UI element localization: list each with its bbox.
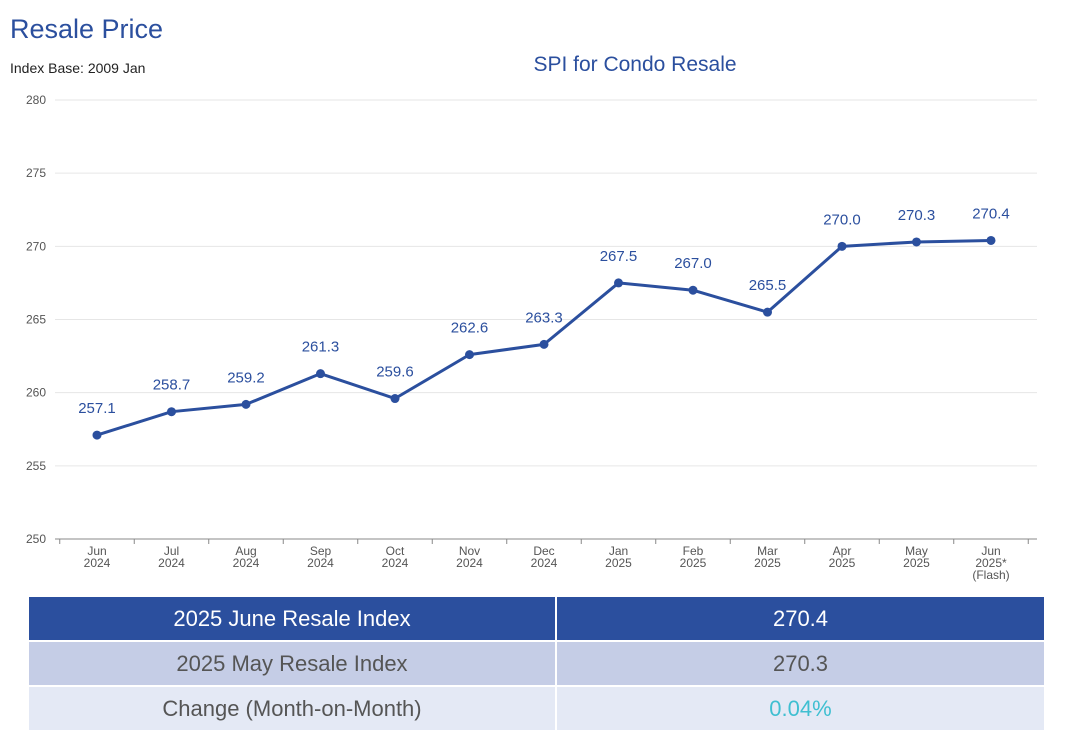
chart-title: SPI for Condo Resale: [533, 53, 737, 76]
x-tick-label: Apr 2025: [829, 544, 856, 570]
change-value: 0.04%: [555, 685, 1046, 732]
data-point: [465, 350, 474, 360]
june-index-label: 2025 June Resale Index: [27, 595, 557, 642]
y-tick-label-255: 255: [26, 459, 46, 473]
x-tick-label-line: Apr: [833, 544, 852, 558]
data-label: 263.3: [525, 309, 563, 326]
data-point: [688, 285, 698, 295]
x-tick-label: Mar 2025: [754, 544, 781, 570]
data-point: [912, 237, 921, 247]
table-row-june-index: 2025 June Resale Index 270.4: [27, 595, 1046, 642]
data-label: 270.0: [823, 211, 861, 228]
y-tick-label-270: 270: [26, 239, 46, 253]
data-label: 270.4: [972, 205, 1010, 222]
page-title: Resale Price: [10, 14, 164, 44]
data-point: [837, 241, 847, 251]
x-tick-label-line: 2024: [158, 556, 185, 570]
summary-table: 2025 June Resale Index 270.4 2025 May Re…: [27, 595, 1046, 732]
series-line-layer: [96, 238, 992, 437]
x-tick-label-line: Oct: [386, 544, 405, 558]
x-tick-label-line: 2025: [903, 556, 930, 570]
data-labels: 257.1 258.7 259.2 261.3 259.6 262.6 263.3 267.5…: [78, 205, 1010, 417]
table-row-change: Change (Month-on-Month) 0.04%: [27, 685, 1046, 732]
y-tick-label-280: 280: [26, 93, 46, 107]
x-tick-label-line: 2024: [382, 556, 409, 570]
data-label: 265.5: [749, 277, 787, 294]
x-tick-label-line: (Flash): [972, 568, 1009, 582]
x-tick-label: Jun 2024: [84, 544, 111, 570]
data-point: [167, 407, 176, 417]
y-tick-label-265: 265: [26, 313, 46, 327]
x-tick-label-line: Nov: [459, 544, 480, 558]
x-tick-label-line: 2025: [680, 556, 707, 570]
data-points: [92, 235, 996, 440]
table-row-may-index: 2025 May Resale Index 270.3: [27, 640, 1046, 687]
data-label: 259.6: [376, 364, 414, 381]
x-tick-label-line: Jun: [981, 544, 1000, 558]
series-line: [96, 238, 992, 437]
x-tick-label: Feb 2025: [680, 544, 707, 570]
x-tick-label-line: Feb: [683, 544, 704, 558]
x-tick-label: Jan 2025: [605, 544, 632, 570]
x-tick-label-line: Sep: [310, 544, 332, 558]
x-tick-label-line: 2024: [233, 556, 260, 570]
index-base-note: Index Base: 2009 Jan: [10, 60, 146, 76]
data-point: [763, 307, 772, 317]
x-tick-label-line: Jul: [164, 544, 179, 558]
data-point: [92, 430, 102, 440]
x-tick-label-line: 2025: [605, 556, 632, 570]
data-point: [614, 278, 623, 288]
x-tick-label: Jun 2025* (Flash): [972, 544, 1009, 582]
x-tick-label-line: Aug: [235, 544, 256, 558]
x-tick-label: Nov 2024: [456, 544, 483, 570]
y-tick-label-260: 260: [26, 386, 46, 400]
x-tick-label: Aug 2024: [233, 544, 260, 570]
x-tick-label-line: 2024: [456, 556, 483, 570]
x-tick-label-line: 2024: [84, 556, 111, 570]
data-point: [539, 339, 549, 349]
may-index-label: 2025 May Resale Index: [27, 640, 557, 687]
x-tick-label-line: Jun: [87, 544, 106, 558]
data-label: 257.1: [78, 400, 116, 417]
x-tick-label-line: Dec: [533, 544, 554, 558]
y-tick-label-250: 250: [26, 532, 46, 546]
data-label: 267.0: [674, 255, 712, 272]
data-point: [390, 394, 400, 404]
x-tick-label: May 2025: [903, 544, 930, 570]
change-label: Change (Month-on-Month): [27, 685, 557, 732]
y-tick-label-275: 275: [26, 166, 46, 180]
x-tick-label-line: 2025: [829, 556, 856, 570]
x-tick-label-line: 2025*: [975, 556, 1007, 570]
data-label: 262.6: [451, 320, 489, 337]
x-tick-label-line: 2024: [531, 556, 558, 570]
data-label: 261.3: [302, 339, 340, 356]
data-point: [986, 235, 996, 245]
x-tick-label-line: Jan: [609, 544, 628, 558]
june-index-value: 270.4: [555, 595, 1046, 642]
data-point: [241, 399, 251, 409]
x-tick-label-line: 2024: [307, 556, 334, 570]
data-label: 270.3: [898, 207, 936, 224]
x-tick-label: Oct 2024: [382, 544, 409, 570]
x-tick-label-line: May: [905, 544, 928, 558]
grid-lines: [55, 99, 1037, 467]
y-axis: 250 255 260 265 270 275 280: [26, 93, 1037, 546]
data-label: 267.5: [600, 248, 638, 265]
may-index-value: 270.3: [555, 640, 1046, 687]
data-label: 259.2: [227, 369, 265, 386]
x-tick-label-line: 2025: [754, 556, 781, 570]
x-tick-label: Sep 2024: [307, 544, 334, 570]
data-label: 258.7: [153, 377, 191, 394]
data-point: [316, 369, 325, 379]
x-tick-label: Jul 2024: [158, 544, 185, 570]
x-tick-label-line: Mar: [757, 544, 778, 558]
x-tick-label: Dec 2024: [531, 544, 558, 570]
